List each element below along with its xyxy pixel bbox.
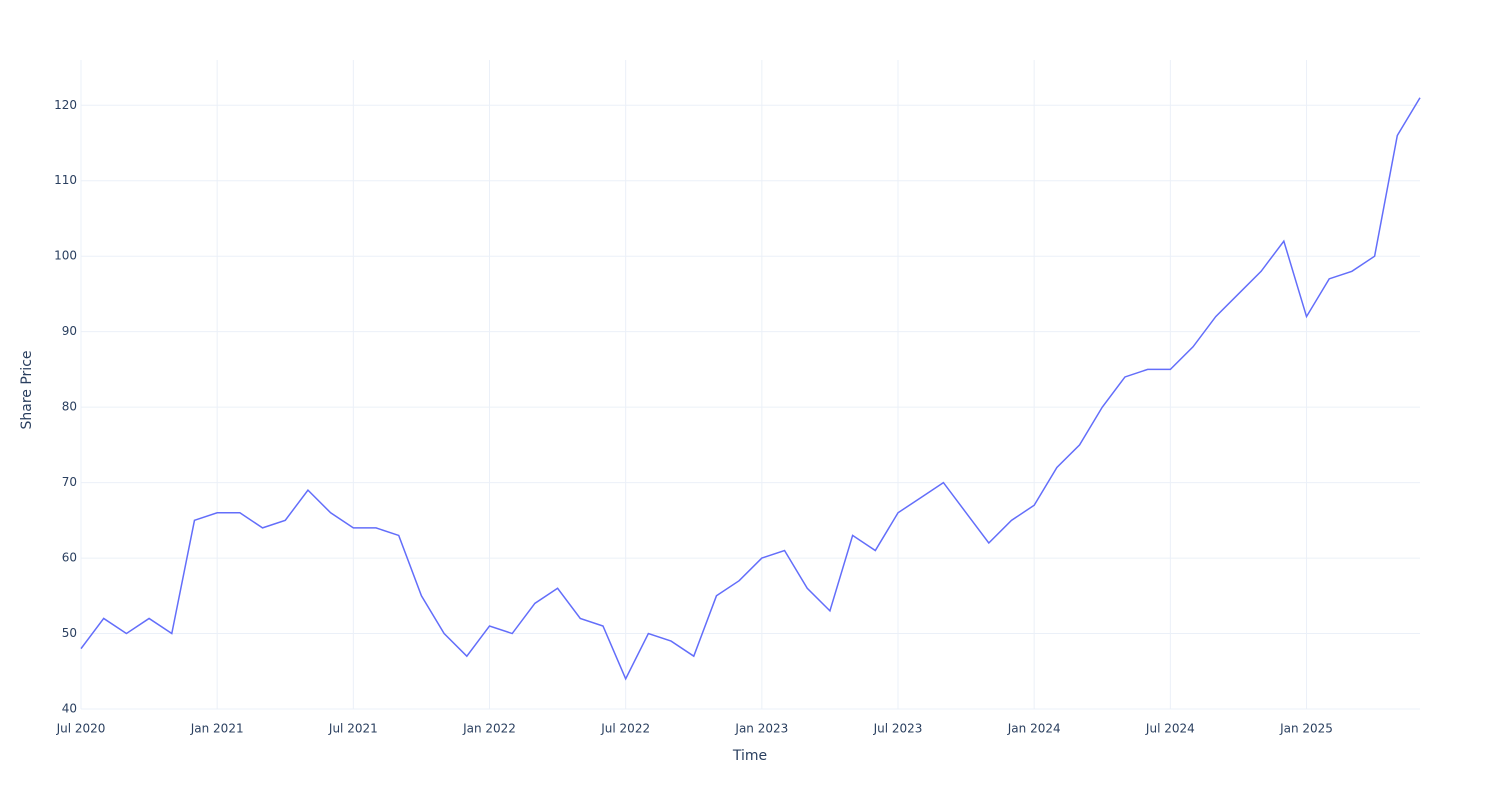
x-tick-label: Jan 2023 [734, 722, 788, 736]
x-tick-label: Jan 2024 [1007, 722, 1061, 736]
x-tick-label: Jan 2022 [462, 722, 516, 736]
y-tick-label: 70 [62, 475, 77, 489]
x-tick-label: Jul 2020 [56, 722, 106, 736]
x-tick-label: Jul 2023 [873, 722, 923, 736]
x-tick-label: Jan 2021 [190, 722, 244, 736]
y-tick-label: 100 [54, 249, 77, 263]
x-tick-label: Jul 2022 [600, 722, 650, 736]
x-tick-label: Jul 2024 [1145, 722, 1195, 736]
y-tick-label: 120 [54, 98, 77, 112]
x-tick-label: Jul 2021 [328, 722, 378, 736]
y-axis-title: Share Price [19, 350, 35, 429]
x-tick-label: Jan 2025 [1279, 722, 1333, 736]
y-tick-label: 90 [62, 324, 77, 338]
y-tick-label: 60 [62, 551, 77, 565]
price-line [80, 97, 1421, 681]
y-tick-label: 110 [54, 173, 77, 187]
y-tick-label: 40 [62, 702, 77, 716]
y-tick-label: 80 [62, 400, 77, 414]
y-tick-label: 50 [62, 626, 77, 640]
x-axis-title: Time [732, 748, 767, 764]
